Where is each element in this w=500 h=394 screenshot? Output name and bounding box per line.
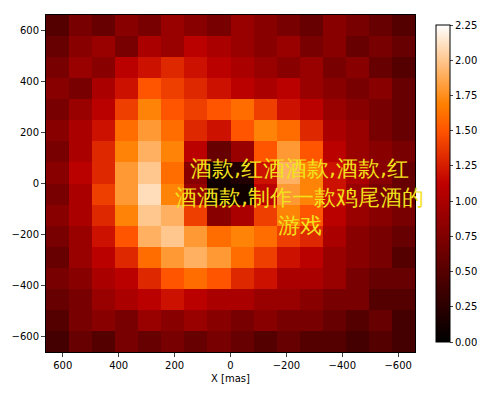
svg-text:−200: −200 bbox=[273, 360, 300, 371]
svg-text:X [mas]: X [mas] bbox=[211, 373, 250, 384]
svg-text:−400: −400 bbox=[329, 360, 356, 371]
svg-text:1.50: 1.50 bbox=[455, 125, 477, 136]
svg-text:0: 0 bbox=[33, 178, 39, 189]
svg-text:0: 0 bbox=[227, 360, 233, 371]
svg-text:−200: −200 bbox=[12, 229, 39, 240]
svg-text:400: 400 bbox=[109, 360, 128, 371]
svg-text:0.25: 0.25 bbox=[455, 301, 477, 312]
svg-text:酒款,红酒酒款,酒款,红酒酒款,制作一款鸡尾酒的游戏: 酒款,红酒酒款,酒款,红酒酒款,制作一款鸡尾酒的游戏 bbox=[175, 156, 424, 238]
svg-text:2.25: 2.25 bbox=[455, 20, 477, 31]
svg-text:0.75: 0.75 bbox=[455, 231, 477, 242]
svg-text:200: 200 bbox=[20, 127, 39, 138]
svg-text:600: 600 bbox=[53, 360, 72, 371]
svg-text:1.25: 1.25 bbox=[455, 160, 477, 171]
svg-text:0.50: 0.50 bbox=[455, 266, 477, 277]
svg-text:1.75: 1.75 bbox=[455, 90, 477, 101]
svg-text:1.00: 1.00 bbox=[455, 196, 477, 207]
svg-text:600: 600 bbox=[20, 25, 39, 36]
svg-text:400: 400 bbox=[20, 76, 39, 87]
svg-text:−400: −400 bbox=[12, 280, 39, 291]
svg-text:200: 200 bbox=[165, 360, 184, 371]
svg-text:−600: −600 bbox=[384, 360, 411, 371]
svg-text:2.00: 2.00 bbox=[455, 55, 477, 66]
svg-text:0.00: 0.00 bbox=[455, 337, 477, 348]
svg-text:−600: −600 bbox=[12, 331, 39, 342]
